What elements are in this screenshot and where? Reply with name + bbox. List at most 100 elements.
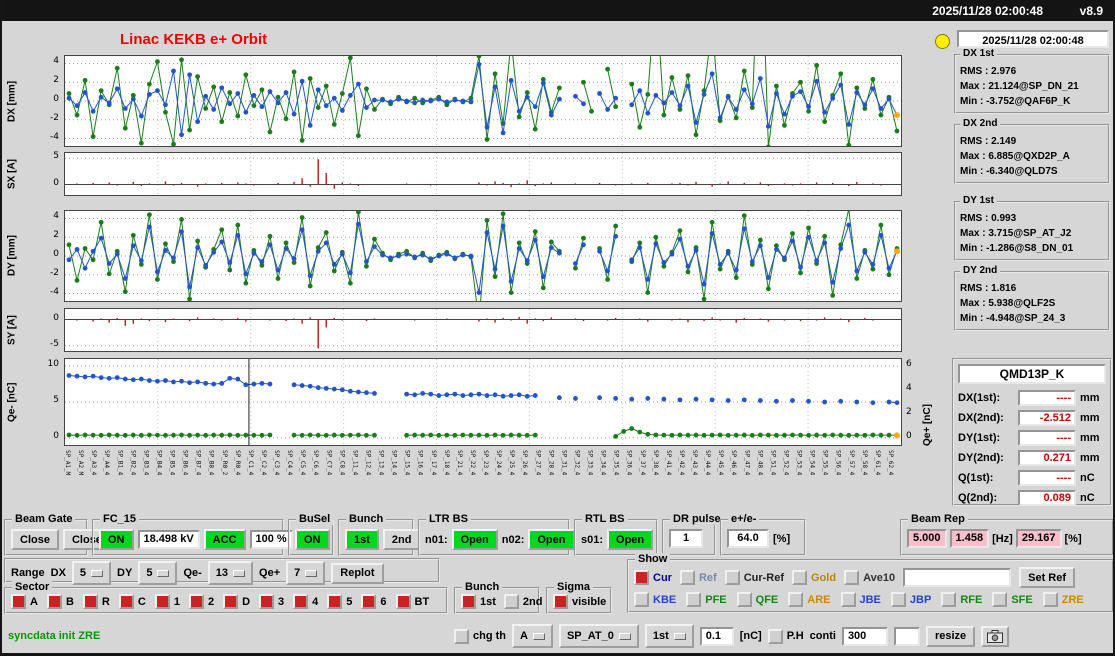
bpm-label: SP_42_4 [677,450,685,476]
show-region-checkbox-sfe[interactable] [992,592,1008,607]
sy-plot-area[interactable] [64,308,902,352]
q-plot-area[interactable] [64,358,902,446]
resize-button[interactable]: resize [925,625,976,647]
sector-checkbox-c[interactable] [118,594,134,609]
range-qe-plus-select[interactable]: 7 [286,561,326,585]
monitor-panel: QMD13P_K DX(1st): ---- mm DX(2nd): -2.512 mm D… [952,358,1112,506]
replot-button[interactable]: Replot [331,562,384,584]
sector-checkbox-b[interactable] [46,594,62,609]
set-ref-button[interactable]: Set Ref [1019,567,1076,588]
bpm-label: SP_C1_4 [246,450,254,476]
sector-checkbox-2[interactable] [188,594,204,609]
sx-plot-area[interactable] [64,152,902,196]
bunch-checkbox-1st[interactable] [461,594,476,609]
beam-gate-close-1-button[interactable]: Close [11,529,59,550]
show-region-checkbox-zre[interactable] [1042,592,1058,607]
bpm-label: SP_B4_4 [155,450,163,476]
ratio-frame: e+/e- 64.0 [%] [720,513,806,556]
busel-frame: BuSel ON [288,513,334,556]
sector-checkbox-r[interactable] [82,594,98,609]
ltr-n01-open-button[interactable]: Open [451,529,498,550]
monitor-row-label: Q(1st): [958,472,994,484]
show-region-checkbox-jbe[interactable] [840,592,856,607]
sector-checkbox-d[interactable] [223,594,239,609]
beam-gate-close-2-button[interactable]: Close [62,529,111,550]
ltr-n02-open-button[interactable]: Open [528,529,575,550]
bpm-label: SP_33_4 [586,450,594,476]
show-checkbox-cur[interactable] [634,570,649,585]
monitor-rows: DX(1st): ---- mm DX(2nd): -2.512 mm DY(1st): --… [954,388,1110,508]
sigma-checkbox-visible[interactable] [553,594,568,609]
show-region-checkbox-jbp[interactable] [890,592,906,607]
sector-checkbox-6[interactable] [361,594,377,609]
show-region-checkbox-qfe[interactable] [736,592,752,607]
fc15-on-button[interactable]: ON [99,529,134,550]
show-region-checkbox-kbe[interactable] [634,592,649,607]
bunch-checkbox-2nd[interactable] [503,594,519,609]
show-checkbox-cur-ref[interactable] [724,570,740,585]
bpm-label: SP_34_4 [599,450,607,476]
sy-chart-svg [65,309,901,351]
dy-ytick: 2 [53,230,59,241]
range-qe-minus-select[interactable]: 13 [207,561,254,585]
sector-checkbox-1[interactable] [154,594,170,609]
monitor-select[interactable]: QMD13P_K [958,364,1106,384]
dy-ytick: 4 [53,211,59,222]
stat-row: Min : -1.286@S8_DN_01 [960,243,1074,254]
sector-checkbox-4[interactable] [293,594,309,609]
bunch-1st-button[interactable]: 1st [345,529,379,550]
busel-on-button[interactable]: ON [295,529,330,550]
show-region-checkbox-rfe[interactable] [941,592,957,607]
show-item-cur: Cur [634,570,672,585]
extra-input[interactable] [893,626,920,646]
rtl-s01-open-button[interactable]: Open [607,529,654,550]
show-checkbox-gold[interactable] [792,570,808,585]
sector-item-3: 3 [259,594,284,609]
sector-item-b: B [46,594,74,609]
sector-checkbox-bt[interactable] [395,594,411,609]
show-region-item-pfe: PFE [686,592,727,607]
ref-name-input[interactable] [903,568,1012,587]
range-dx-select[interactable]: 5 [71,561,112,585]
dx-y-ticks: 4 2 0 -2 -4 [20,55,62,147]
bpm-label: SP_47_4 [743,450,751,476]
threshold-input[interactable] [699,626,734,646]
sy-axis-label: SY [A] [6,315,18,345]
count-input[interactable] [841,626,888,646]
show-checkbox-ave10[interactable] [844,570,860,585]
dx-plot-area[interactable] [64,55,902,147]
show-region-label: ARE [807,593,831,606]
show-region-checkbox-pfe[interactable] [686,592,702,607]
fc15-frame: FC_15 ON 18.498 kV ACC 100 % [92,513,293,556]
show-region-checkbox-are[interactable] [788,592,804,607]
bpm-label: SP_62_4 [886,450,894,476]
sector-checkbox-5[interactable] [327,594,343,609]
bpm-label: SP_16_4 [416,450,424,476]
dy-plot-area[interactable] [64,210,902,302]
bpm-label: SP_A2_M [77,450,85,476]
range-dy-select[interactable]: 5 [138,561,178,585]
sector-select[interactable]: A [512,624,553,648]
bunch-2nd-button[interactable]: 2nd [382,529,421,550]
monitor-name-select[interactable]: SP_AT_0 [558,624,639,648]
dy-axis-label: DY [mm] [6,235,18,277]
ph-checkbox[interactable] [767,628,783,644]
range-qe-minus-label: Qe- [183,567,202,579]
monitor-row: DX(1st): ---- mm [954,388,1110,408]
dy-chart-svg [65,211,901,301]
show-frame-label: Show [635,553,671,565]
option-menu-icon [673,632,686,640]
snapshot-button[interactable] [981,625,1010,647]
sector-item-6: 6 [361,594,387,609]
stat-row: Min : -3.752@QAF6P_K [960,96,1071,107]
sector-checkbox-a[interactable] [11,594,26,609]
dr-pulse-frame: DR pulse 1 [662,513,724,556]
chg-th-checkbox[interactable] [454,628,469,644]
bunch-select[interactable]: 1st [644,624,694,648]
fc15-acc-button[interactable]: ACC [203,529,246,550]
show-checkbox-ref[interactable] [679,570,695,585]
sector-checkbox-3[interactable] [259,594,275,609]
chg-th-item: chg th [454,628,506,644]
range-qe-plus-value: 7 [294,567,301,579]
chart-sy: SY [A] 0 -5 [4,308,964,352]
